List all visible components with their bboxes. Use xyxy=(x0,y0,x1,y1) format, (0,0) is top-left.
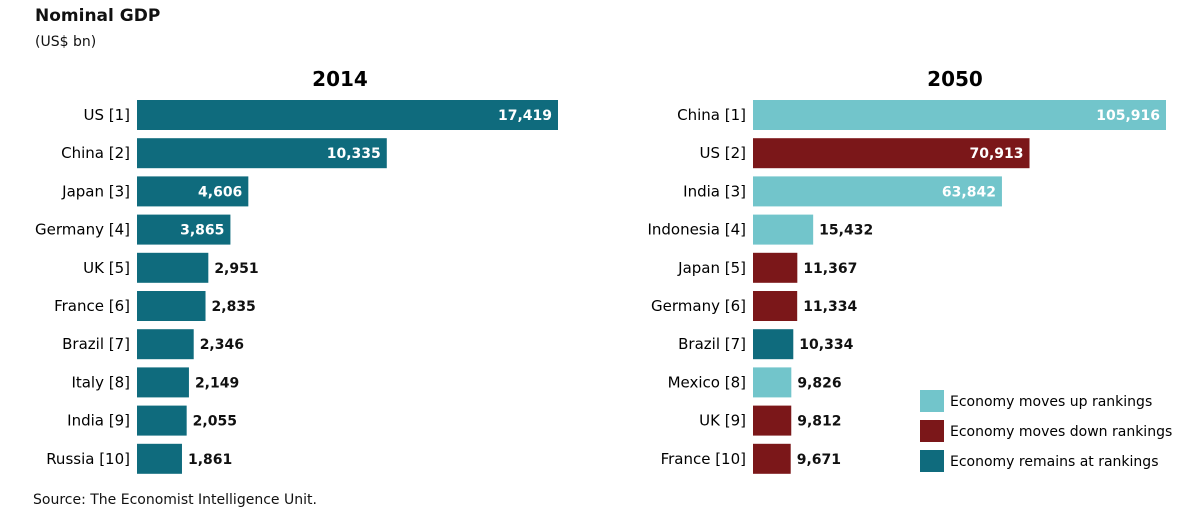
value-label: 9,671 xyxy=(797,452,841,468)
panel-title: 2014 xyxy=(312,67,368,91)
category-label: US [2] xyxy=(699,144,746,162)
bar xyxy=(753,252,798,283)
legend-swatch xyxy=(920,450,944,472)
value-label: 70,913 xyxy=(969,146,1023,162)
bar xyxy=(137,405,187,436)
category-label: Russia [10] xyxy=(46,450,130,468)
value-label: 10,334 xyxy=(799,337,853,353)
bar xyxy=(753,291,798,321)
value-label: 1,861 xyxy=(188,452,232,468)
legend: Economy moves up rankings Economy moves d… xyxy=(920,390,1172,472)
category-label: UK [9] xyxy=(699,412,746,430)
category-label: Germany [6] xyxy=(651,297,746,315)
bar xyxy=(753,176,1002,207)
category-label: Japan [5] xyxy=(677,259,746,277)
legend-label: Economy remains at rankings xyxy=(950,454,1158,470)
panel-title: 2050 xyxy=(927,67,983,91)
legend-label: Economy moves down rankings xyxy=(950,424,1172,440)
category-label: Italy [8] xyxy=(71,373,130,391)
value-label: 2,835 xyxy=(212,299,256,315)
bar xyxy=(753,405,792,436)
source-note: Source: The Economist Intelligence Unit. xyxy=(33,492,317,508)
value-label: 2,346 xyxy=(200,337,244,353)
category-label: Germany [4] xyxy=(35,221,130,239)
category-label: India [9] xyxy=(67,412,130,430)
bar xyxy=(137,443,182,474)
category-label: Brazil [7] xyxy=(678,335,746,353)
bar xyxy=(137,329,194,360)
category-label: France [6] xyxy=(54,297,130,315)
value-label: 11,334 xyxy=(803,299,857,315)
category-label: China [2] xyxy=(61,144,130,162)
bar xyxy=(137,214,231,245)
bar xyxy=(753,138,1030,169)
bar xyxy=(137,100,558,130)
value-label: 15,432 xyxy=(819,223,873,239)
value-label: 2,055 xyxy=(193,414,237,430)
value-label: 4,606 xyxy=(198,184,242,200)
category-label: France [10] xyxy=(661,450,746,468)
bar xyxy=(753,443,791,474)
legend-swatch xyxy=(920,390,944,412)
value-label: 3,865 xyxy=(180,223,224,239)
category-label: Mexico [8] xyxy=(668,373,746,391)
bar xyxy=(137,291,206,321)
category-label: US [1] xyxy=(83,106,130,124)
chart-title: Nominal GDP xyxy=(35,6,161,26)
category-label: China [1] xyxy=(677,106,746,124)
bar xyxy=(753,214,814,245)
value-label: 63,842 xyxy=(942,184,996,200)
legend-label: Economy moves up rankings xyxy=(950,394,1152,410)
bar xyxy=(137,252,209,283)
bar xyxy=(753,100,1166,130)
value-label: 2,149 xyxy=(195,375,239,391)
bar xyxy=(137,176,249,207)
category-label: Brazil [7] xyxy=(62,335,130,353)
panel-2014: 2014 US [1] 17,419 China [2] 10,335 Japan [3]… xyxy=(35,67,558,474)
panel-2050: 2050 China [1] 105,916 US [2] 70,913 India [3… xyxy=(647,67,1166,474)
category-label: Japan [3] xyxy=(61,182,130,200)
bar xyxy=(753,329,794,360)
value-label: 11,367 xyxy=(803,261,857,277)
category-label: India [3] xyxy=(683,182,746,200)
value-label: 2,951 xyxy=(214,261,258,277)
category-label: Indonesia [4] xyxy=(647,221,746,239)
units-label: (US$ bn) xyxy=(35,34,97,50)
category-label: UK [5] xyxy=(83,259,130,277)
bar xyxy=(137,138,387,169)
legend-swatch xyxy=(920,420,944,442)
value-label: 9,826 xyxy=(797,375,841,391)
bar xyxy=(753,367,792,398)
value-label: 105,916 xyxy=(1096,108,1160,124)
value-label: 9,812 xyxy=(797,414,841,430)
bar xyxy=(137,367,189,398)
value-label: 17,419 xyxy=(498,108,552,124)
value-label: 10,335 xyxy=(327,146,381,162)
